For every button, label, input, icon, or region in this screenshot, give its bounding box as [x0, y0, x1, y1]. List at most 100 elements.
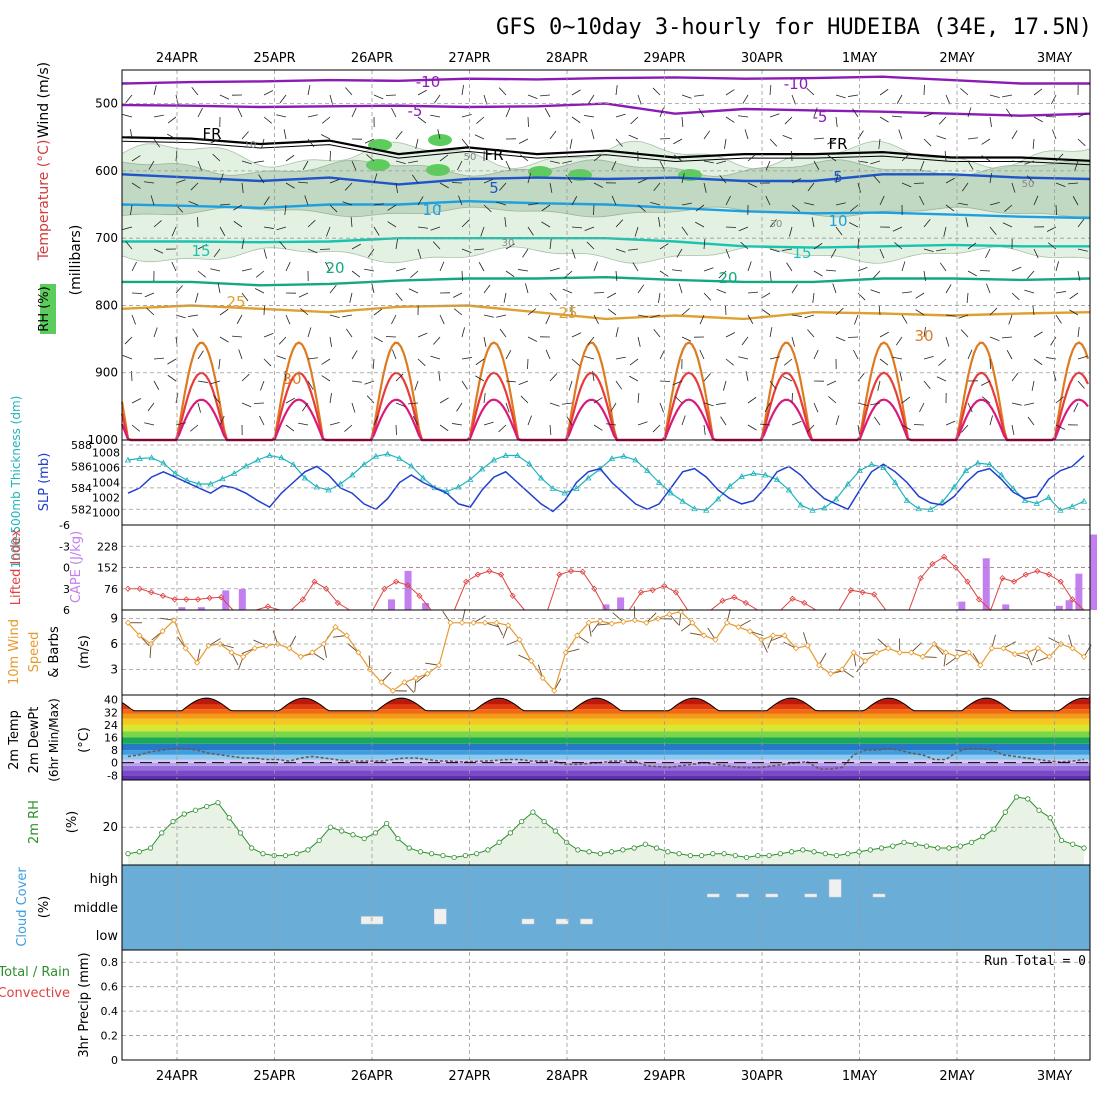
- precip-axis-label: Total / Rain: [0, 965, 70, 980]
- wind-barb: [607, 308, 617, 316]
- upper-axis-label: (millibars): [68, 225, 84, 296]
- slp-point: [844, 480, 852, 487]
- wind-barb: [219, 94, 230, 100]
- wind-barb: [694, 94, 705, 97]
- wind-barb: [518, 380, 529, 385]
- wind-barb: [637, 94, 642, 105]
- wind-barb: [175, 151, 178, 162]
- panel-frame: [121, 949, 1091, 1061]
- wind-barb: [483, 284, 491, 294]
- wind-barb: [813, 160, 820, 170]
- wind-barb: [923, 138, 932, 147]
- rh-point: [1047, 815, 1053, 821]
- wind-barb: [725, 195, 731, 206]
- wind-barb: [813, 270, 823, 277]
- wind-barb: [1045, 116, 1057, 118]
- cape-bar: [197, 607, 205, 610]
- wind-barb: [1055, 182, 1066, 187]
- wind-barb: [367, 248, 375, 258]
- upper-axis-label: Wind (m/s): [36, 62, 52, 138]
- wind-barb: [483, 204, 492, 213]
- wind-barb: [233, 204, 243, 211]
- wind-barb: [527, 226, 534, 236]
- wind-barb: [417, 226, 428, 229]
- wind-speed-point: [182, 645, 189, 652]
- wind-barb: [637, 393, 640, 404]
- wind-barb: [658, 217, 661, 228]
- lifted-index-point: [871, 591, 878, 598]
- wind-speed-point: [401, 679, 408, 686]
- lifted-index-point: [859, 589, 866, 596]
- temp-axis-label: 2m DewPt: [27, 707, 42, 774]
- slp-point: [278, 454, 285, 461]
- wind-barb: [351, 107, 357, 118]
- wind-barb: [395, 402, 406, 407]
- wind-speed-point: [643, 619, 650, 626]
- wind-barb: [672, 269, 683, 272]
- wind-barb: [835, 202, 846, 206]
- cape-bar: [1055, 605, 1063, 610]
- lifted-index-point: [509, 592, 516, 599]
- wind-barb: [923, 218, 931, 228]
- wind-barb: [879, 116, 889, 123]
- lifted-index-point: [148, 589, 155, 596]
- wind-barb: [1032, 138, 1035, 149]
- precip-tick: 0.4: [101, 1005, 119, 1018]
- rh-point: [620, 847, 626, 853]
- slp-point: [891, 479, 899, 485]
- wind-barb: [584, 356, 595, 360]
- contour-line: [121, 304, 1091, 321]
- lifted-index-point: [311, 578, 318, 585]
- wind-barb: [549, 267, 560, 272]
- wind-barb: [219, 415, 225, 426]
- wind-barb: [593, 397, 603, 404]
- wind-barb: [364, 138, 375, 144]
- wind-barb: [870, 160, 881, 165]
- contour-line: [122, 275, 1091, 287]
- wind-barb: [197, 160, 202, 171]
- wind-barb: [307, 114, 318, 118]
- wind-barb: [920, 160, 925, 171]
- wind-barb: [458, 195, 463, 206]
- dewpoint-line: [127, 747, 1085, 770]
- cloud-block: [434, 908, 447, 925]
- rh-point: [541, 818, 547, 825]
- wind-speed-point: [700, 632, 707, 639]
- contour-line: [120, 398, 1089, 442]
- wind-barb: [716, 402, 727, 405]
- wind-barb: [747, 261, 752, 272]
- wind-barb: [1077, 355, 1088, 360]
- wind-barb: [789, 226, 793, 237]
- wind-barb: [307, 138, 315, 148]
- wind-barb: [288, 635, 297, 649]
- wind-barb: [826, 380, 837, 386]
- wind-barb: [1004, 204, 1013, 212]
- wind-barb: [628, 134, 639, 140]
- wind-barb: [241, 160, 252, 165]
- wind-barb: [915, 309, 925, 316]
- wind-barb: [698, 108, 705, 118]
- wind-barb: [826, 269, 837, 272]
- wind-barb: [695, 204, 705, 212]
- wind-barb: [1011, 372, 1019, 382]
- wind-barb: [835, 336, 846, 342]
- date-label-bottom: 29APR: [643, 1069, 685, 1084]
- wind-barb: [923, 248, 934, 252]
- wind-barb: [989, 94, 1000, 98]
- slp-point: [408, 462, 415, 469]
- wind-barb: [241, 268, 252, 272]
- rh-point: [282, 852, 289, 859]
- wind-barb: [652, 87, 661, 96]
- wind-barb: [259, 415, 265, 426]
- wind-barb: [849, 204, 859, 212]
- wind-barb: [150, 195, 155, 206]
- slp-point: [537, 474, 545, 481]
- wind-barb: [541, 221, 551, 228]
- wind-barb: [411, 174, 419, 184]
- wind-barb: [1077, 138, 1086, 147]
- wind-barb: [408, 160, 419, 164]
- wind-barb: [879, 358, 889, 366]
- wind-barb: [989, 415, 993, 426]
- wind-barb: [1055, 204, 1057, 216]
- contour-label: 25: [226, 293, 245, 311]
